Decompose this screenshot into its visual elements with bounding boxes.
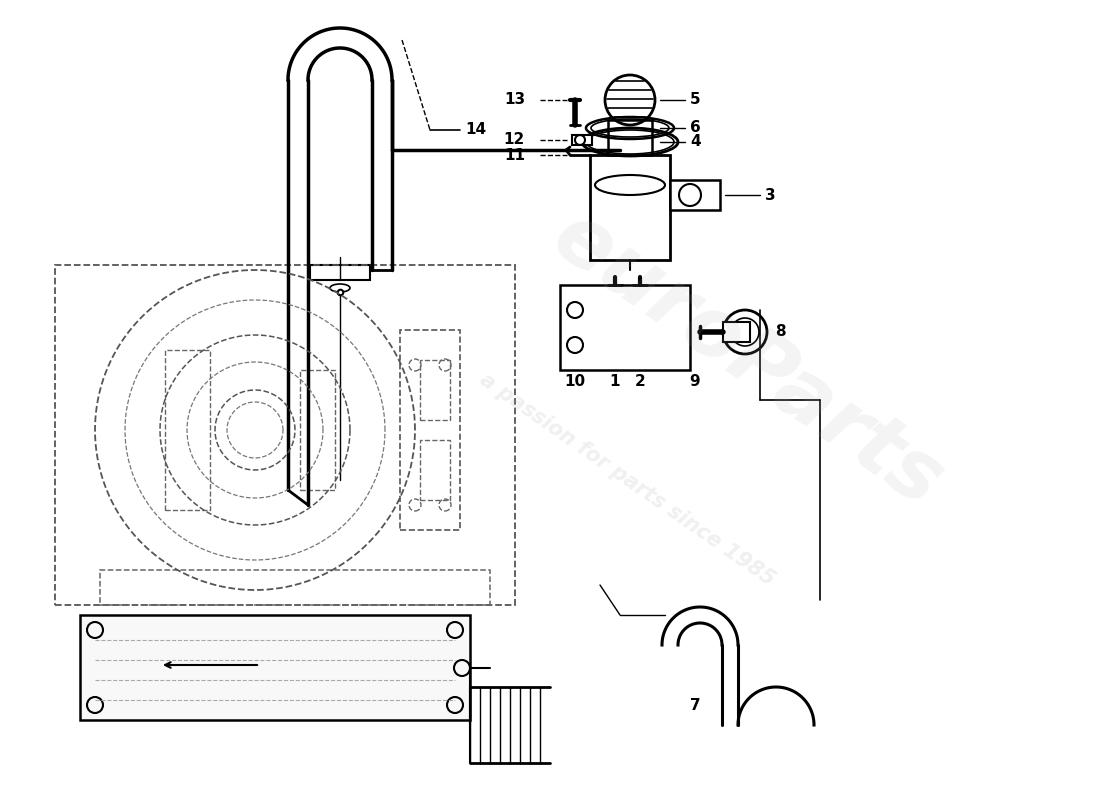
Text: 2: 2 xyxy=(635,374,646,390)
Text: euroParts: euroParts xyxy=(538,196,958,524)
Text: 11: 11 xyxy=(504,147,525,162)
Bar xyxy=(100,570,490,605)
Text: 10: 10 xyxy=(564,374,585,390)
Bar xyxy=(670,180,720,210)
Bar xyxy=(420,440,450,500)
Ellipse shape xyxy=(330,284,350,292)
Bar xyxy=(400,330,460,530)
Text: 8: 8 xyxy=(776,325,785,339)
Text: 4: 4 xyxy=(690,134,701,150)
Text: 14: 14 xyxy=(465,122,486,138)
Text: a passion for parts since 1985: a passion for parts since 1985 xyxy=(476,370,778,590)
Text: 7: 7 xyxy=(690,698,701,713)
Bar xyxy=(560,285,690,370)
Bar xyxy=(165,350,210,510)
Bar xyxy=(310,265,370,280)
Bar xyxy=(300,370,336,490)
Text: 9: 9 xyxy=(690,374,701,390)
Text: 13: 13 xyxy=(504,93,525,107)
Bar xyxy=(420,360,450,420)
Ellipse shape xyxy=(595,175,666,195)
Bar xyxy=(572,135,592,145)
Bar xyxy=(80,615,470,720)
Bar xyxy=(55,265,515,605)
Text: 12: 12 xyxy=(504,133,525,147)
Text: 6: 6 xyxy=(690,121,701,135)
Text: 1: 1 xyxy=(609,374,620,390)
Bar xyxy=(608,120,652,155)
Bar xyxy=(723,322,750,342)
Text: 5: 5 xyxy=(690,93,701,107)
Text: 3: 3 xyxy=(764,187,776,202)
Bar xyxy=(590,155,670,260)
